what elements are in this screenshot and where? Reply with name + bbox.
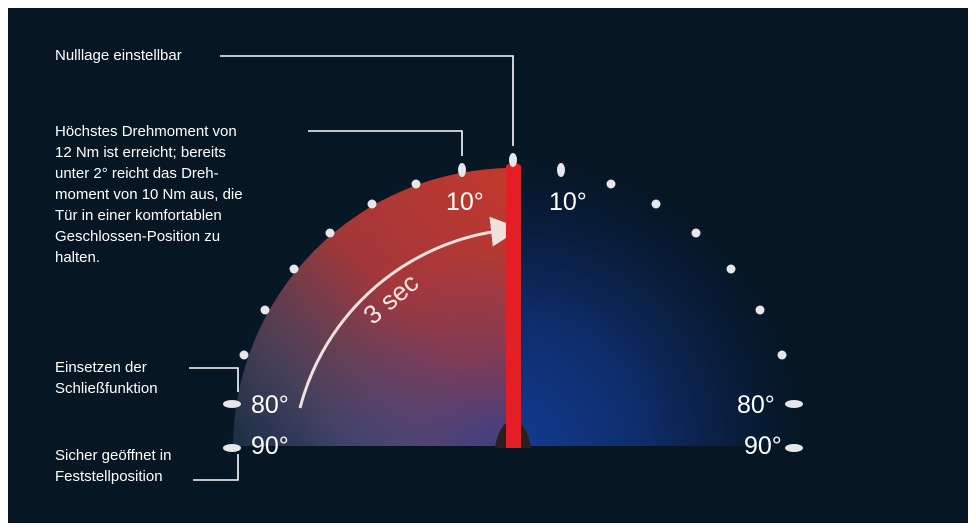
angle-right-80: 80° (737, 391, 775, 419)
marker-right-10 (557, 163, 565, 177)
label-closing-function: Einsetzen der Schließfunktion (55, 357, 158, 399)
marker-left-50 (290, 265, 299, 274)
marker-right-90 (785, 444, 803, 452)
marker-0 (509, 153, 517, 167)
label-safe-open-line: Sicher geöffnet in (55, 445, 171, 466)
marker-left-60 (261, 306, 270, 315)
leader-zero-position (220, 56, 513, 146)
label-zero-position: Nulllage einstellbar (55, 45, 182, 66)
label-max-torque-line: moment von 10 Nm aus, die (55, 184, 243, 205)
marker-right-40 (692, 229, 701, 238)
angle-left-10: 10° (446, 188, 484, 216)
angle-right-10: 10° (549, 188, 587, 216)
marker-left-20 (412, 180, 421, 189)
marker-right-60 (756, 306, 765, 315)
label-safe-open: Sicher geöffnet in Feststellposition (55, 445, 171, 487)
label-max-torque-line: Tür in einer komfortablen (55, 205, 243, 226)
marker-left-30 (368, 200, 377, 209)
label-closing-function-line: Einsetzen der (55, 357, 158, 378)
label-max-torque-line: Höchstes Drehmoment von (55, 121, 243, 142)
door-bar (506, 166, 521, 448)
label-max-torque-line: Geschlossen-Position zu (55, 226, 243, 247)
marker-left-90 (223, 444, 241, 452)
angle-left-90: 90° (251, 432, 289, 460)
marker-left-70 (240, 351, 249, 360)
marker-right-50 (727, 265, 736, 274)
label-max-torque-line: halten. (55, 247, 243, 268)
label-max-torque-line: unter 2° reicht das Dreh- (55, 163, 243, 184)
marker-left-10 (458, 163, 466, 177)
angle-left-80: 80° (251, 391, 289, 419)
label-closing-function-line: Schließfunktion (55, 378, 158, 399)
leader-safe-open (193, 454, 238, 480)
marker-left-40 (326, 229, 335, 238)
marker-right-80 (785, 400, 803, 408)
label-safe-open-line: Feststellposition (55, 466, 171, 487)
marker-right-70 (778, 351, 787, 360)
marker-left-80 (223, 400, 241, 408)
angle-right-90: 90° (744, 432, 782, 460)
marker-right-20 (607, 180, 616, 189)
diagram-panel: Nulllage einstellbar Höchstes Drehmoment… (8, 8, 968, 523)
label-max-torque: Höchstes Drehmoment von 12 Nm ist erreic… (55, 121, 243, 268)
label-max-torque-line: 12 Nm ist erreicht; bereits (55, 142, 243, 163)
marker-right-30 (652, 200, 661, 209)
